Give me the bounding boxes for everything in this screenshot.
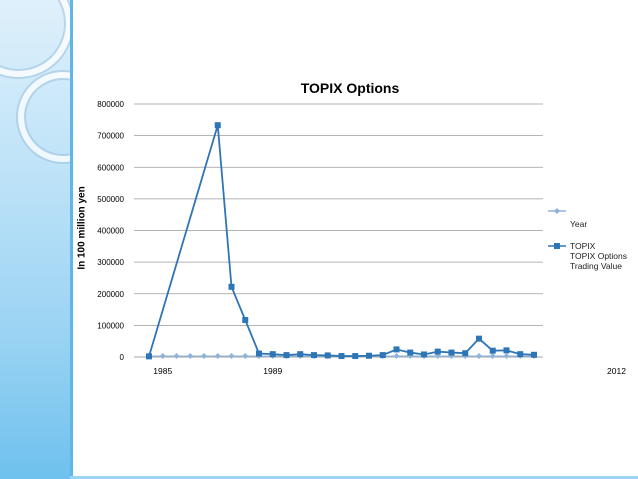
data-point-year — [201, 353, 207, 360]
data-point-topix — [462, 350, 469, 357]
data-point-year — [393, 353, 400, 360]
y-tick-label: 100000 — [97, 321, 124, 330]
x-tick-label: 2012 — [607, 366, 626, 376]
data-point-year — [476, 353, 482, 360]
data-point-year — [489, 353, 496, 360]
data-point-topix — [434, 348, 441, 355]
y-tick-label: 0 — [120, 353, 125, 362]
data-point-topix — [283, 352, 290, 359]
y-tick-label: 800000 — [97, 100, 124, 109]
data-point-topix — [517, 351, 524, 358]
data-point-topix — [476, 335, 482, 342]
data-point-year — [173, 353, 180, 360]
y-tick-label: 500000 — [97, 195, 124, 204]
sidebar-divider — [70, 0, 73, 479]
data-point-topix — [242, 316, 249, 323]
chart-legend: Year TOPIX TOPIX Options Trading Value — [548, 0, 638, 479]
data-point-topix — [489, 347, 496, 354]
data-point-topix — [297, 351, 304, 358]
bottom-divider — [70, 476, 638, 479]
decorative-ring — [0, 0, 70, 77]
x-tick-label: 1985 — [153, 366, 172, 376]
chart-title: TOPIX Options — [300, 80, 400, 96]
data-point-topix — [352, 353, 359, 360]
data-point-topix — [393, 346, 400, 353]
slide-sidebar-decoration — [0, 0, 70, 479]
data-point-topix — [311, 352, 317, 359]
data-point-topix — [338, 353, 345, 360]
y-tick-label: 300000 — [97, 258, 124, 267]
data-point-topix — [421, 351, 427, 358]
data-point-year — [214, 353, 221, 360]
y-tick-label: 700000 — [97, 132, 124, 141]
data-point-year — [242, 353, 249, 360]
x-tick-label: 1989 — [263, 366, 282, 376]
data-point-year — [187, 353, 194, 360]
legend-label-year: Year — [570, 219, 588, 229]
data-point-topix — [146, 353, 152, 360]
y-tick-label: 200000 — [97, 290, 124, 299]
data-point-year — [503, 353, 510, 360]
data-point-year — [159, 353, 166, 360]
legend-label-topix: TOPIX — [570, 241, 596, 251]
series-line-topix — [148, 124, 535, 357]
y-tick-label: 400000 — [97, 227, 124, 236]
data-point-topix — [503, 347, 510, 354]
legend-sublabel-topix: TOPIX Options Trading Value — [570, 251, 628, 271]
data-point-topix — [379, 352, 386, 359]
data-point-topix — [531, 351, 537, 358]
data-point-topix — [228, 283, 235, 290]
data-point-topix — [324, 352, 331, 359]
y-tick-label: 600000 — [97, 163, 124, 172]
data-point-topix — [448, 349, 455, 356]
legend-swatch-topix — [548, 243, 566, 249]
legend-swatch-year — [548, 208, 566, 214]
data-point-topix — [269, 351, 276, 358]
data-point-topix — [214, 122, 221, 129]
data-point-topix — [407, 349, 414, 356]
data-point-topix — [256, 350, 262, 357]
data-point-year — [228, 353, 235, 360]
data-point-topix — [366, 352, 372, 359]
